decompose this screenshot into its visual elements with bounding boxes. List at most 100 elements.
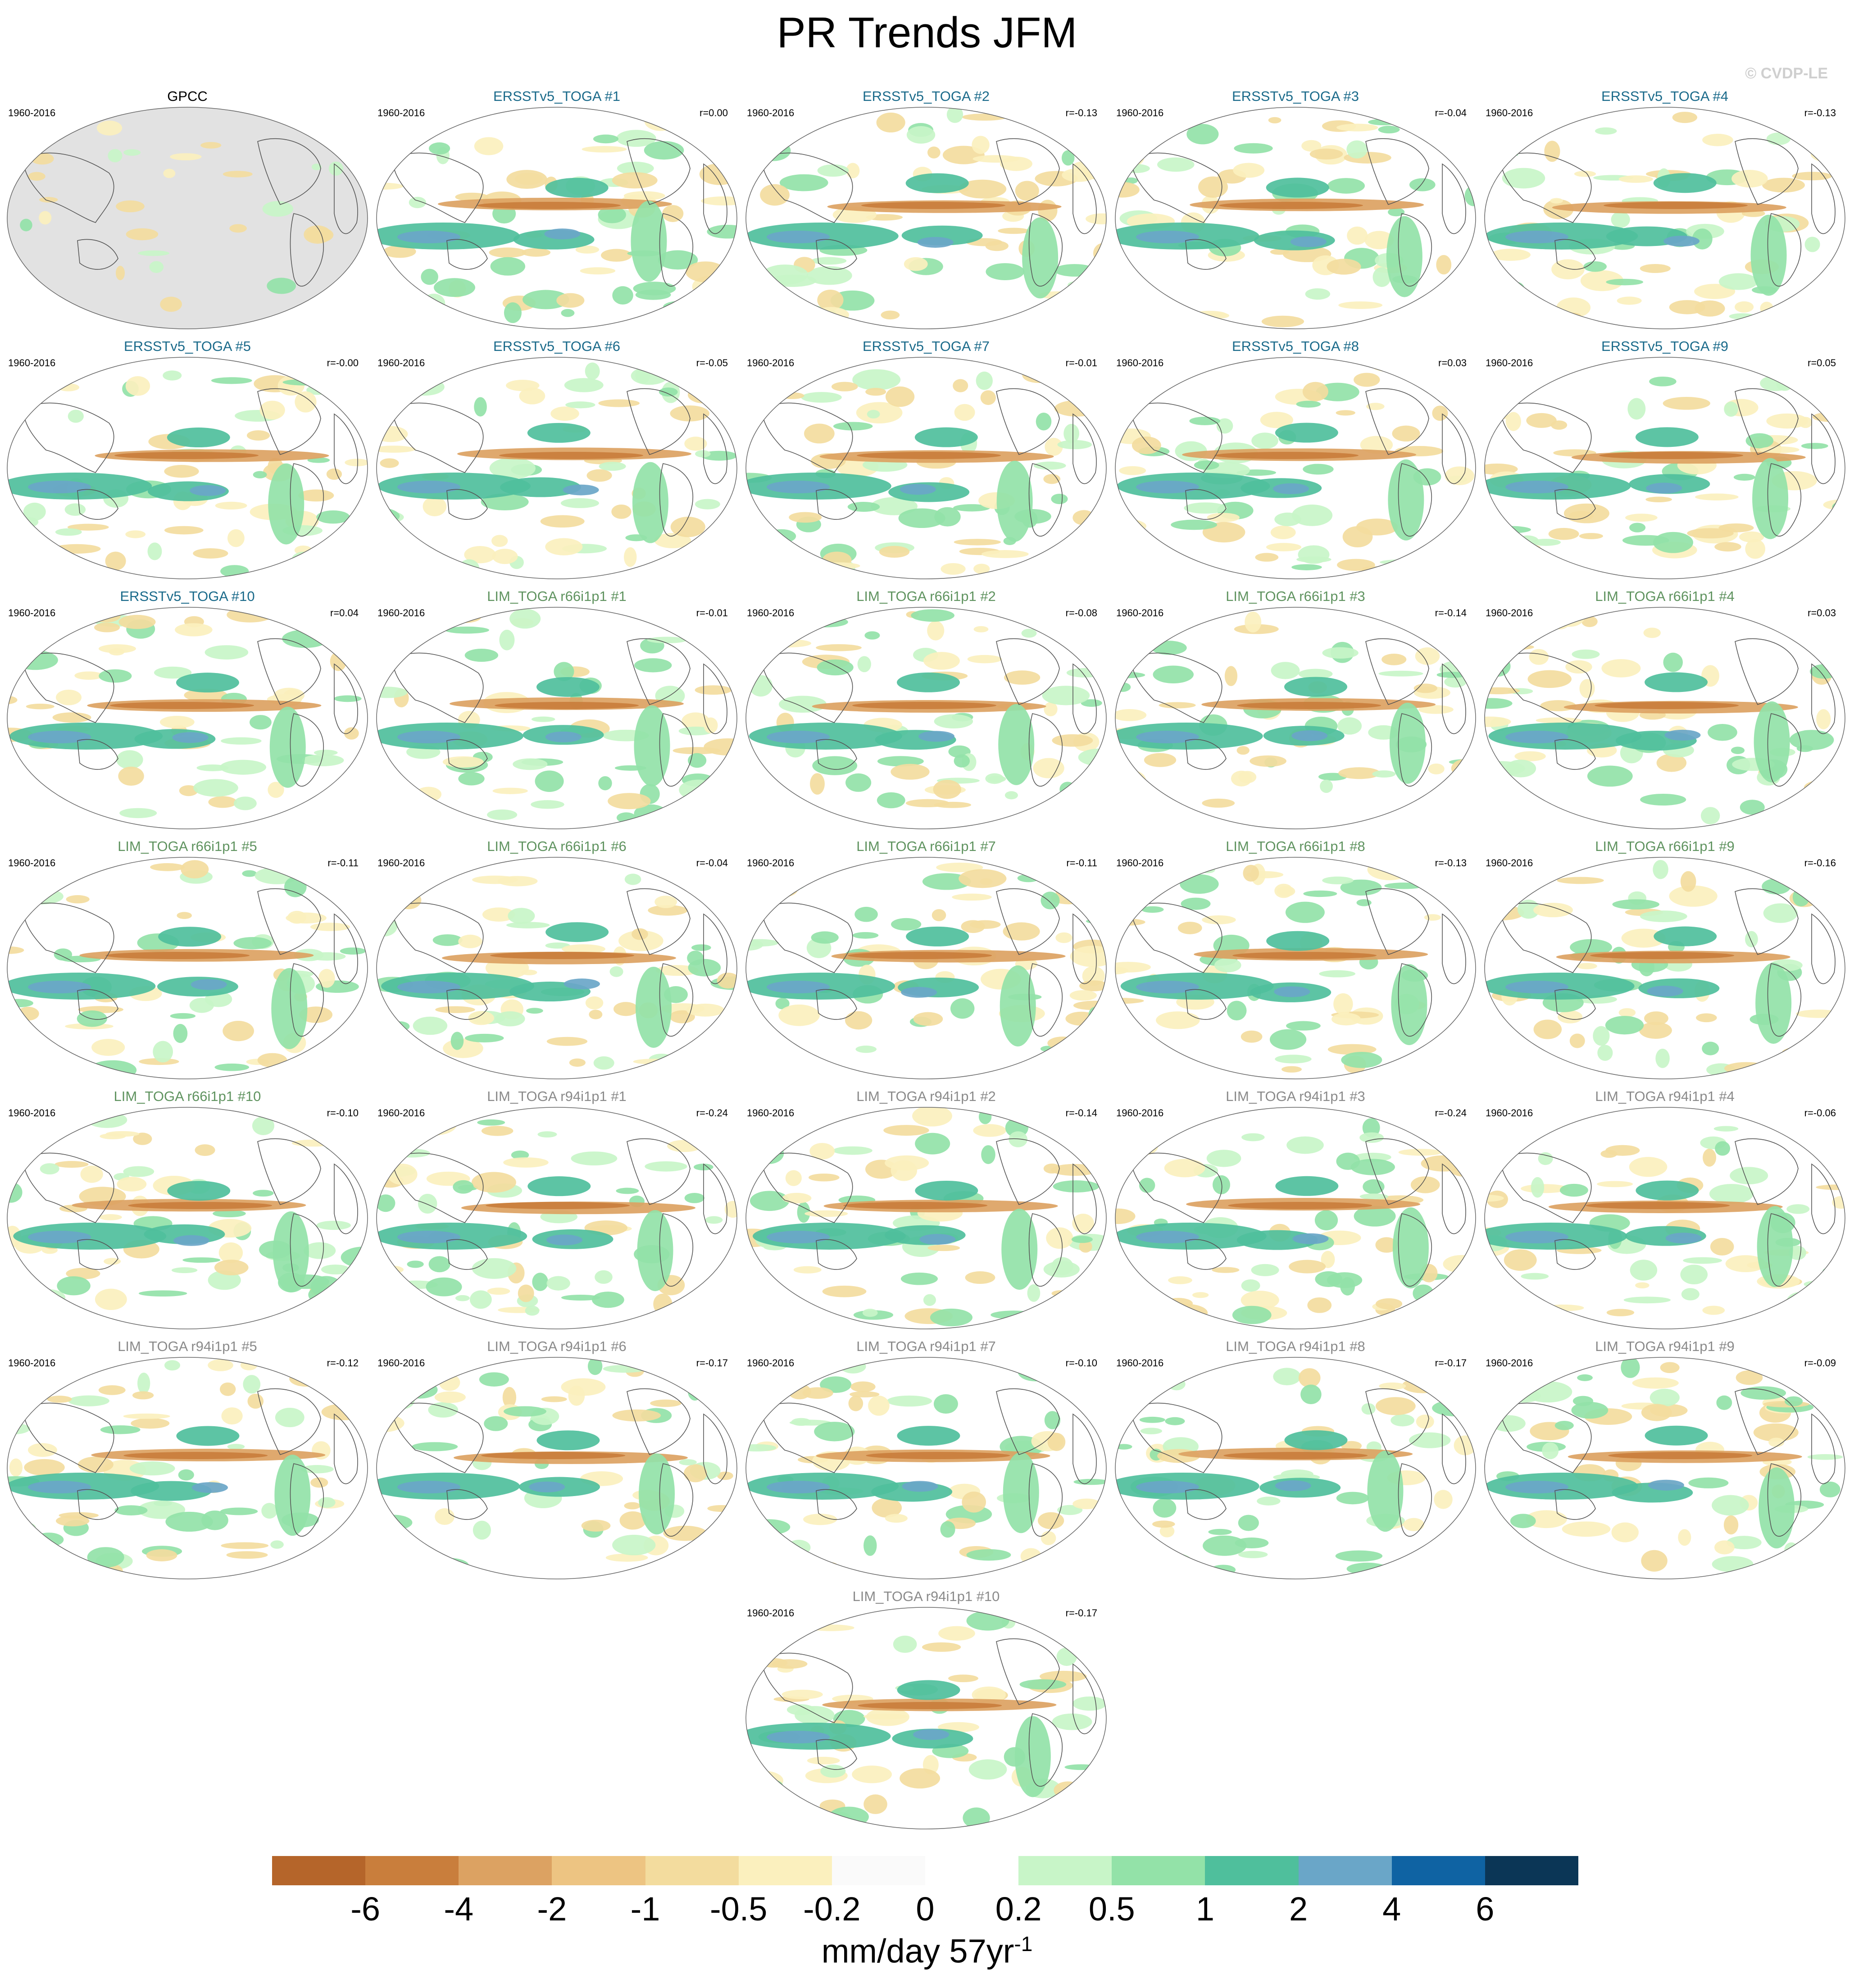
trend-patch [1708,723,1737,741]
trend-patch [1563,503,1609,523]
trend-patch [687,951,704,966]
trend-patch [1082,1027,1106,1043]
trend-patch [1115,562,1145,578]
trend-patch [1801,443,1828,449]
trend-patch [1796,745,1813,752]
trend-patch [1131,436,1161,455]
trend-patch [67,523,109,531]
trend-patch [911,609,954,622]
trend-patch [229,224,247,233]
trend-patch [1122,164,1150,173]
trend-patch [609,966,623,977]
wet-band [1752,458,1789,539]
trend-patch [1212,1267,1240,1273]
trend-patch [782,1689,823,1700]
trend-patch [1740,800,1765,815]
trend-patch [695,450,711,458]
trend-patch [131,1418,170,1429]
trend-patch [1485,655,1511,677]
coastline [334,1413,358,1484]
trend-patch [284,877,307,897]
trend-patch [1321,1251,1335,1268]
trend-patch [876,112,905,133]
trend-patch [108,149,123,163]
map-panel: LIM_TOGA r94i1p1 #8 1960-2016 r=-0.17 [1113,1338,1477,1582]
trend-patch [810,773,825,795]
trend-patch [786,1540,811,1556]
dry-core [499,452,644,459]
trend-patch [1644,1011,1668,1025]
trend-map [745,357,1107,579]
wet-band [274,1455,311,1536]
map-panel: LIM_TOGA r66i1p1 #10 1960-2016 r=-0.10 [5,1088,369,1332]
trend-patch [1745,539,1766,559]
trend-patch [1115,709,1147,721]
trend-patch [377,1265,404,1274]
trend-patch [1458,273,1476,282]
trend-patch [815,562,860,569]
trend-patch [1020,1548,1042,1565]
trend-patch [1645,496,1672,502]
coastline [1500,1402,1592,1473]
trend-patch [7,896,21,906]
trend-patch [1443,1050,1475,1057]
trend-patch [9,1296,25,1314]
trend-patch [295,391,317,413]
coastline [703,913,727,984]
trend-patch [1121,1116,1169,1137]
trend-patch [1653,860,1668,879]
trend-patch [311,164,322,170]
map-border [745,107,1107,329]
wet-band [1645,672,1708,692]
wet-core [397,1481,460,1493]
trend-patch [1115,1372,1131,1390]
trend-patch [1053,1180,1100,1192]
trend-patch [123,1166,154,1177]
trend-patch [53,544,101,554]
trend-patch [163,168,176,178]
wet-band [1392,1207,1429,1289]
trend-patch [1388,208,1405,217]
trend-patch [1115,966,1128,975]
trend-map [1115,607,1476,829]
trend-patch [941,563,966,575]
trend-map [7,607,368,829]
map-panel: LIM_TOGA r66i1p1 #6 1960-2016 r=-0.04 [375,838,739,1082]
trend-patch [1376,1298,1403,1310]
wet-band [1386,216,1422,297]
wet-core [546,1234,583,1246]
trend-patch [863,1713,908,1720]
trend-patch [1303,890,1337,897]
trend-patch [434,1391,466,1403]
trend-patch [208,1359,233,1371]
map-panel: LIM_TOGA r94i1p1 #7 1960-2016 r=-0.10 [744,1338,1108,1582]
panel-period: 1960-2016 [8,857,56,869]
trend-patch [88,1060,137,1079]
trend-patch [750,1191,790,1211]
trend-patch [1051,494,1068,505]
wet-core [900,484,936,495]
trend-patch [330,651,347,671]
trend-patch [1327,178,1365,194]
trend-patch [568,1385,585,1406]
wet-band [176,1426,240,1446]
coastline [290,1463,324,1537]
trend-patch [149,261,164,273]
coastline [23,902,114,973]
trend-patch [613,1002,638,1016]
trend-patch [318,969,335,988]
coastline [290,963,324,1037]
trend-patch [484,1416,508,1431]
wet-core [397,731,460,743]
map-border [1115,857,1476,1079]
trend-patch [171,1267,198,1274]
map-border [7,357,368,579]
trend-patch [257,1053,287,1068]
trend-patch [1655,1048,1670,1068]
trend-patch [1333,993,1353,1015]
trend-patch [1579,679,1595,698]
wet-core [1664,729,1701,741]
trend-patch [1413,1284,1434,1302]
trend-patch [1505,412,1521,431]
trend-patch [879,546,910,558]
